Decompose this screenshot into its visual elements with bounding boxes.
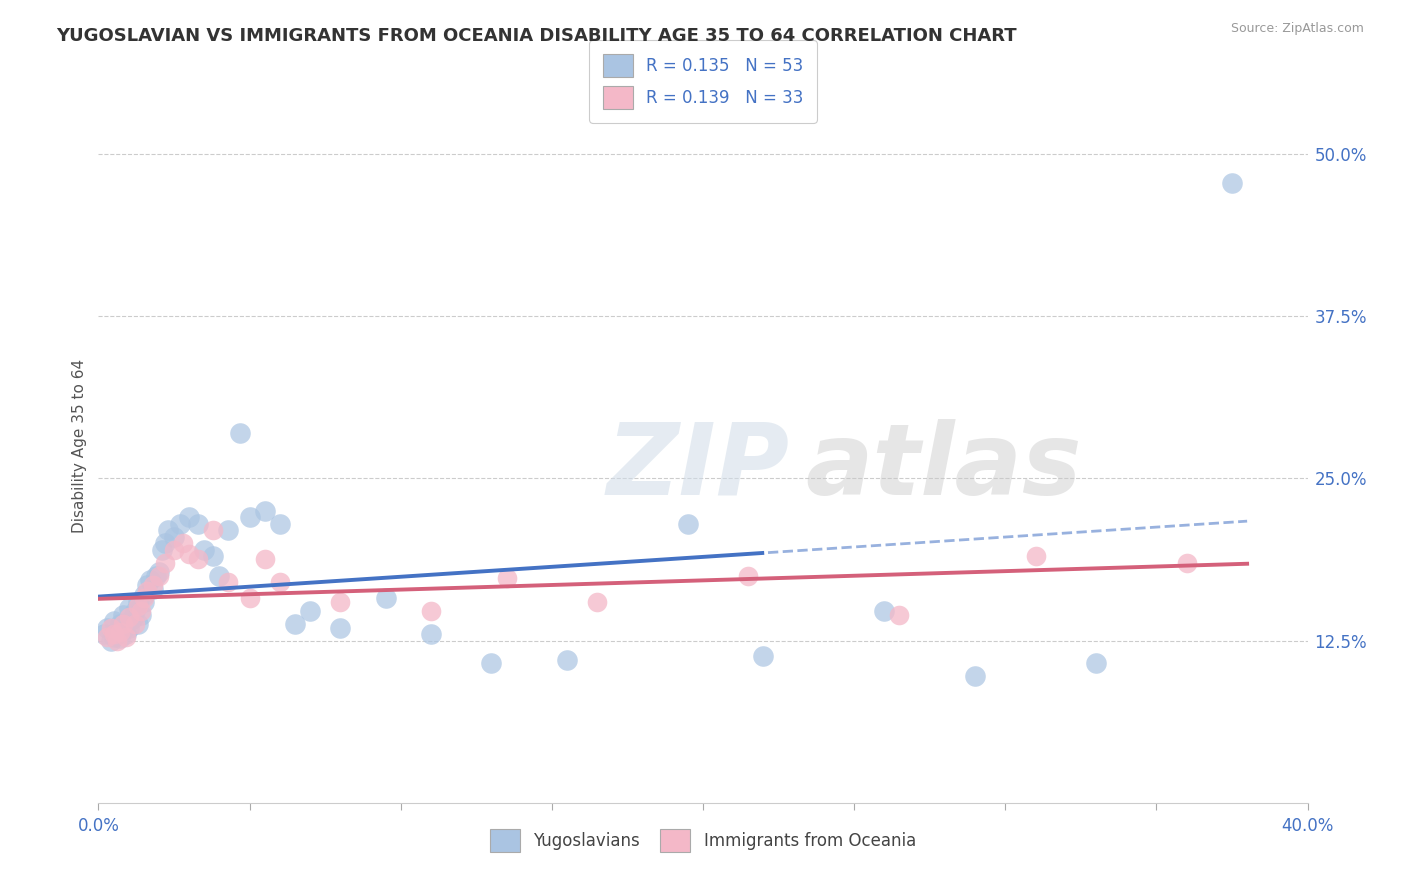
Point — [329, 595, 352, 609]
Point — [1024, 549, 1046, 564]
Point — [121, 611, 143, 625]
Point — [108, 631, 131, 645]
Point — [153, 536, 176, 550]
Point — [111, 624, 134, 638]
Point — [555, 653, 578, 667]
Point — [217, 524, 239, 538]
Point — [100, 633, 122, 648]
Point — [103, 627, 125, 641]
Point — [1175, 556, 1198, 570]
Point — [124, 616, 146, 631]
Text: YUGOSLAVIAN VS IMMIGRANTS FROM OCEANIA DISABILITY AGE 35 TO 64 CORRELATION CHART: YUGOSLAVIAN VS IMMIGRANTS FROM OCEANIA D… — [56, 27, 1017, 45]
Point — [135, 584, 157, 599]
Point — [169, 516, 191, 531]
Point — [737, 568, 759, 582]
Point — [108, 624, 131, 639]
Point — [103, 630, 125, 644]
Point — [229, 425, 252, 440]
Point — [889, 607, 911, 622]
Point — [873, 604, 896, 618]
Point — [108, 616, 131, 631]
Legend: Yugoslavians, Immigrants from Oceania: Yugoslavians, Immigrants from Oceania — [477, 815, 929, 866]
Point — [1085, 656, 1108, 670]
Point — [118, 610, 141, 624]
Point — [965, 668, 987, 682]
Point — [163, 530, 186, 544]
Point — [269, 575, 291, 590]
Point — [179, 547, 201, 561]
Point — [676, 516, 699, 531]
Point — [111, 607, 134, 622]
Point — [118, 621, 141, 635]
Point — [139, 573, 162, 587]
Point — [127, 616, 149, 631]
Point — [239, 510, 262, 524]
Point — [129, 604, 152, 618]
Point — [142, 582, 165, 596]
Point — [114, 630, 136, 644]
Point — [1220, 176, 1243, 190]
Point — [132, 588, 155, 602]
Point — [420, 627, 443, 641]
Point — [420, 604, 443, 618]
Point — [163, 542, 186, 557]
Point — [132, 591, 155, 605]
Point — [202, 524, 225, 538]
Point — [145, 568, 167, 582]
Point — [96, 630, 118, 644]
Point — [217, 575, 239, 590]
Point — [187, 552, 209, 566]
Point — [114, 627, 136, 641]
Point — [239, 591, 262, 605]
Point — [105, 624, 128, 639]
Point — [156, 524, 179, 538]
Point — [374, 591, 396, 605]
Point — [148, 565, 170, 579]
Point — [193, 542, 215, 557]
Text: Source: ZipAtlas.com: Source: ZipAtlas.com — [1230, 22, 1364, 36]
Point — [100, 621, 122, 635]
Point — [93, 627, 115, 641]
Point — [103, 614, 125, 628]
Point — [132, 595, 155, 609]
Y-axis label: Disability Age 35 to 64: Disability Age 35 to 64 — [72, 359, 87, 533]
Point — [105, 633, 128, 648]
Point — [208, 568, 231, 582]
Point — [253, 552, 276, 566]
Point — [142, 578, 165, 592]
Point — [481, 656, 503, 670]
Point — [153, 556, 176, 570]
Point — [135, 578, 157, 592]
Point — [495, 571, 517, 585]
Point — [329, 621, 352, 635]
Point — [202, 549, 225, 564]
Text: atlas: atlas — [806, 419, 1083, 516]
Point — [752, 649, 775, 664]
Point — [127, 599, 149, 613]
Point — [118, 601, 141, 615]
Point — [148, 568, 170, 582]
Point — [586, 595, 609, 609]
Point — [150, 542, 173, 557]
Point — [129, 607, 152, 622]
Text: ZIP: ZIP — [606, 419, 789, 516]
Point — [179, 510, 201, 524]
Point — [172, 536, 194, 550]
Point — [253, 504, 276, 518]
Point — [127, 595, 149, 609]
Point — [111, 616, 134, 631]
Point — [96, 621, 118, 635]
Point — [269, 516, 291, 531]
Point — [299, 604, 322, 618]
Point — [124, 604, 146, 618]
Point — [187, 516, 209, 531]
Point — [284, 616, 307, 631]
